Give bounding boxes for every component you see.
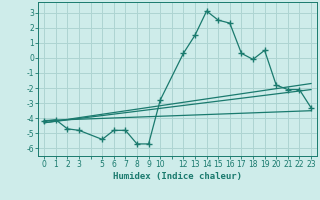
X-axis label: Humidex (Indice chaleur): Humidex (Indice chaleur) (113, 172, 242, 181)
